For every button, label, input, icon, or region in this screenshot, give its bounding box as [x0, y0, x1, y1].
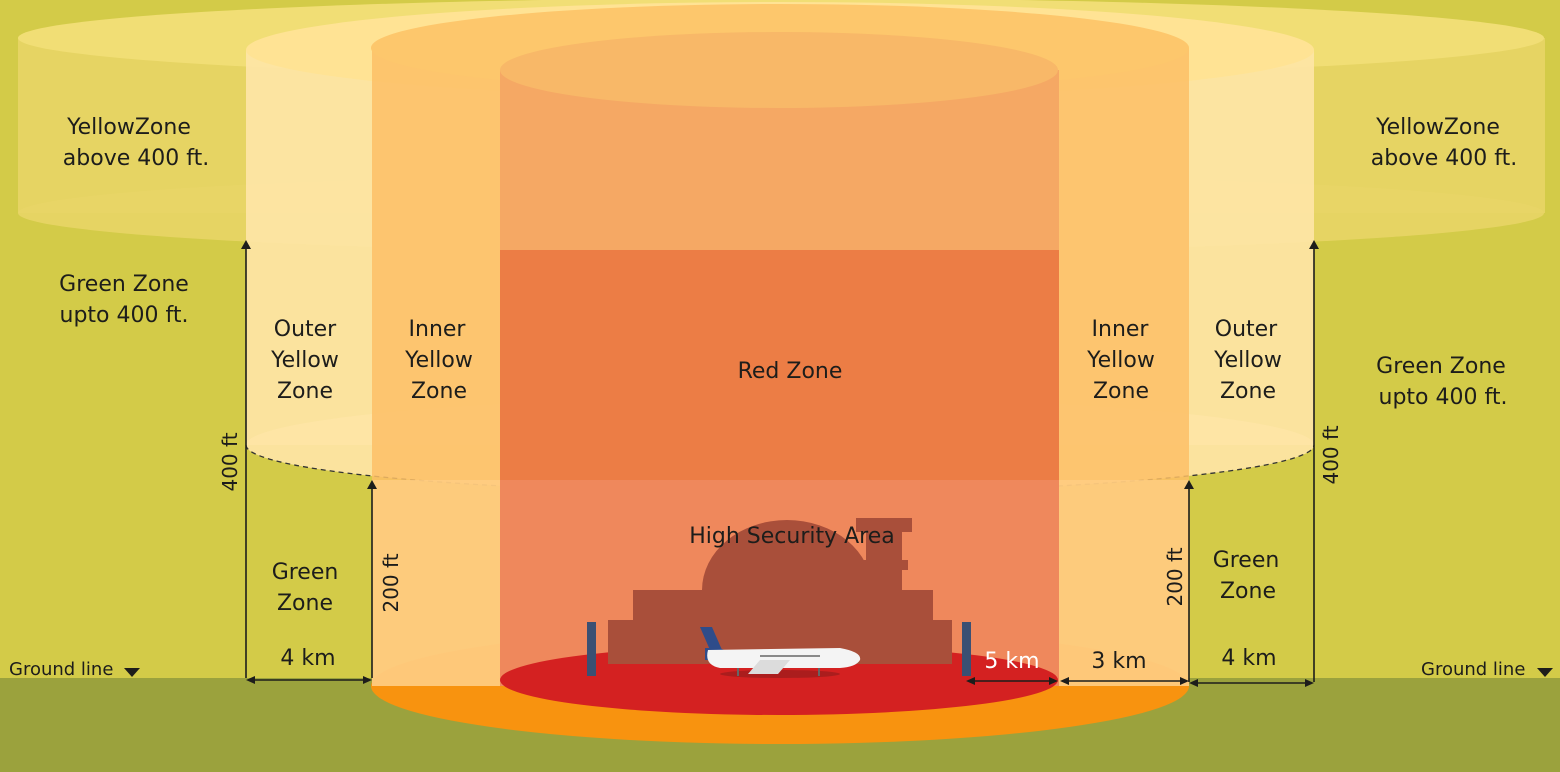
inner-yellow-left-line2: Yellow — [404, 348, 473, 373]
outer-yellow-left-line3: Zone — [277, 379, 333, 404]
high-security-label: High Security Area — [689, 524, 895, 549]
height-400ft-right: 400 ft — [1319, 425, 1343, 484]
airplane-icon — [700, 627, 861, 678]
height-400ft-left: 400 ft — [218, 432, 242, 491]
outer-yellow-right-line2: Yellow — [1213, 348, 1282, 373]
ground-arrow-icon — [124, 668, 140, 677]
security-post-left — [587, 622, 596, 676]
green-zone-right-line1: Green Zone — [1376, 354, 1506, 379]
green-zone-right-line2: upto 400 ft. — [1379, 385, 1508, 410]
yellow-zone-left-line2: above 400 ft. — [63, 146, 209, 171]
distance-4km-left: 4 km — [280, 646, 335, 671]
green-zone-small-left-line2: Zone — [277, 591, 333, 616]
outer-yellow-left-line2: Yellow — [270, 348, 339, 373]
height-200ft-left: 200 ft — [379, 553, 403, 612]
arrow-heads — [241, 240, 1319, 687]
outer-yellow-left-line1: Outer — [274, 317, 337, 342]
green-zone-left-line2: upto 400 ft. — [60, 303, 189, 328]
outer-yellow-right-line3: Zone — [1220, 379, 1276, 404]
distance-5km: 5 km — [984, 649, 1039, 674]
green-zone-small-right-line2: Zone — [1220, 579, 1276, 604]
inner-yellow-left-line1: Inner — [409, 317, 467, 342]
ground-line-left-label: Ground line — [9, 659, 113, 680]
distance-4km-right: 4 km — [1221, 646, 1276, 671]
inner-yellow-left-line3: Zone — [411, 379, 467, 404]
yellow-zone-right-line1: YellowZone — [1375, 115, 1500, 140]
distance-3km: 3 km — [1091, 649, 1146, 674]
height-200ft-right: 200 ft — [1163, 547, 1187, 606]
red-zone-label: Red Zone — [738, 359, 843, 384]
yellow-zone-right-line2: above 400 ft. — [1371, 146, 1517, 171]
green-zone-small-left-line1: Green — [272, 560, 339, 585]
yellow-zone-left-line1: YellowZone — [66, 115, 191, 140]
inner-yellow-right-line1: Inner — [1092, 317, 1150, 342]
ground-line-right-label: Ground line — [1421, 659, 1525, 680]
outer-yellow-right-line1: Outer — [1215, 317, 1278, 342]
ground-arrow-icon — [1537, 668, 1553, 677]
inner-yellow-right-line3: Zone — [1093, 379, 1149, 404]
security-post-right — [962, 622, 971, 676]
inner-yellow-right-line2: Yellow — [1086, 348, 1155, 373]
green-zone-left-line1: Green Zone — [59, 272, 189, 297]
dimension-lines — [245, 246, 1315, 684]
green-zone-small-right-line1: Green — [1213, 548, 1280, 573]
